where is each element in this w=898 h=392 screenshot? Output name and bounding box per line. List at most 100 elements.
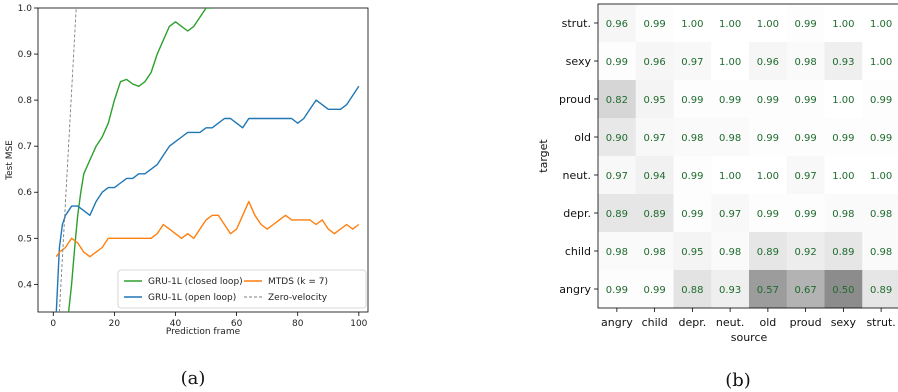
heatmap-cell-value: 0.97 <box>794 171 816 182</box>
heatmap-axis-ticks: strut. sexy proud old neut. depr. child angry an… <box>559 17 896 329</box>
heatmap-cell-value: 0.93 <box>719 285 741 296</box>
heatmap-cell-value: 0.98 <box>719 133 741 144</box>
heatmap-cell-value: 1.00 <box>719 171 741 182</box>
heatmap-cell <box>786 156 825 195</box>
heatmap-cell-value: 0.93 <box>832 57 854 68</box>
heatmap-cell-value: 0.99 <box>832 133 854 144</box>
line-chart-y-axis-label: Test MSE <box>5 140 15 181</box>
heatmap-cell <box>749 42 788 81</box>
heatmap-cell-value: 0.99 <box>870 133 892 144</box>
row-label: sexy <box>566 55 592 68</box>
row-label: neut. <box>562 169 591 182</box>
y-tick-label: 1.0 <box>18 4 33 14</box>
heatmap-cell <box>711 270 750 309</box>
x-tick-label: 20 <box>109 319 121 329</box>
heatmap-cell <box>711 194 750 233</box>
heatmap-cell <box>862 80 898 119</box>
heatmap-cell-value: 0.95 <box>681 247 703 258</box>
heatmap-cell <box>598 194 637 233</box>
heatmap-cell-value: 0.98 <box>719 247 741 258</box>
heatmap-cell-value: 0.99 <box>681 95 703 106</box>
heatmap-cell <box>824 270 863 309</box>
heatmap-cell <box>749 194 788 233</box>
heatmap-cell <box>824 118 863 157</box>
legend-label: Zero-velocity <box>268 293 328 303</box>
heatmap-cell-value: 0.99 <box>794 19 816 30</box>
heatmap-cell-value: 0.98 <box>606 247 628 258</box>
heatmap-cell-value: 0.99 <box>606 57 628 68</box>
heatmap-cell-value: 0.94 <box>643 171 665 182</box>
heatmap-cell <box>635 156 674 195</box>
heatmap-cell <box>635 270 674 309</box>
heatmap-cell <box>598 232 637 271</box>
heatmap-cell-value: 1.00 <box>832 19 854 30</box>
heatmap-cell <box>598 118 637 157</box>
heatmap-cell <box>635 194 674 233</box>
y-tick-label: 0.4 <box>18 280 33 290</box>
heatmap-cell <box>673 156 712 195</box>
line-chart-plot-area <box>37 7 369 313</box>
heatmap-cell-value: 0.99 <box>681 171 703 182</box>
heatmap-cell <box>786 118 825 157</box>
heatmap-cell-value: 0.99 <box>757 209 779 220</box>
heatmap-cell-value: 0.89 <box>606 209 628 220</box>
heatmap-cell-value: 0.96 <box>606 19 628 30</box>
column-label: proud <box>790 316 822 329</box>
heatmap-y-axis-label: target <box>537 139 550 173</box>
heatmap-cell <box>824 42 863 81</box>
line-chart-ticks: 0 20 40 60 80 100 0.4 0.5 0.6 0.7 0.8 0.9 1.0 <box>18 4 368 329</box>
heatmap-cell-value: 0.90 <box>606 133 628 144</box>
heatmap-cell-value: 0.99 <box>757 95 779 106</box>
heatmap-cell-value: 1.00 <box>870 57 892 68</box>
heatmap-x-axis-label: source <box>731 331 768 344</box>
heatmap-cell <box>749 80 788 119</box>
heatmap-cell-value: 0.89 <box>832 247 854 258</box>
line-chart-x-axis-label: Prediction frame <box>166 327 241 337</box>
heatmap-cell-value: 0.98 <box>870 247 892 258</box>
heatmap-cell <box>673 42 712 81</box>
heatmap-frame <box>597 3 898 309</box>
heatmap-cell-value: 1.00 <box>719 19 741 30</box>
heatmap-cell <box>824 232 863 271</box>
heatmap-cell <box>749 270 788 309</box>
heatmap-cell-value: 0.98 <box>681 133 703 144</box>
heatmap-cells: 0.96 0.99 1.00 1.00 1.00 0.99 1.00 1.00 0.99 0.96… <box>598 4 898 309</box>
heatmap-cell-value: 0.67 <box>794 285 816 296</box>
heatmap-cell <box>711 156 750 195</box>
heatmap-cell <box>673 194 712 233</box>
heatmap-cell-value: 0.82 <box>606 95 628 106</box>
x-tick-label: 60 <box>231 319 243 329</box>
heatmap-cell <box>749 118 788 157</box>
heatmap-cell <box>673 270 712 309</box>
legend-label: GRU-1L (closed loop) <box>148 277 243 287</box>
heatmap-cell <box>862 156 898 195</box>
line-chart-panel: 0 20 40 60 80 100 0.4 0.5 0.6 0.7 0.8 0.9 1.0 Predic… <box>5 4 369 389</box>
x-tick-label: 0 <box>50 319 56 329</box>
heatmap-cell <box>862 42 898 81</box>
heatmap-cell <box>598 270 637 309</box>
row-label: angry <box>559 283 591 296</box>
heatmap-cell <box>598 80 637 119</box>
x-tick-label: 80 <box>292 319 304 329</box>
heatmap-cell-value: 0.99 <box>794 209 816 220</box>
heatmap-cell <box>711 42 750 81</box>
heatmap-cell <box>862 232 898 271</box>
y-tick-label: 0.5 <box>18 234 32 244</box>
heatmap-cell <box>862 4 898 43</box>
row-label: depr. <box>563 207 591 220</box>
heatmap-cell-value: 0.88 <box>681 285 703 296</box>
heatmap-cell <box>786 42 825 81</box>
heatmap-cell <box>824 80 863 119</box>
heatmap-cell-value: 0.99 <box>870 95 892 106</box>
y-tick-label: 0.6 <box>18 188 33 198</box>
legend-label: GRU-1L (open loop) <box>148 293 236 303</box>
heatmap-cell-value: 0.89 <box>870 285 892 296</box>
heatmap-cell-value: 1.00 <box>832 95 854 106</box>
heatmap-cell <box>862 270 898 309</box>
heatmap-cell <box>673 4 712 43</box>
heatmap-cell-value: 0.95 <box>643 95 665 106</box>
column-label: child <box>642 316 668 329</box>
heatmap-cell <box>711 4 750 43</box>
heatmap-cell-value: 0.97 <box>681 57 703 68</box>
heatmap-cell-value: 0.98 <box>870 209 892 220</box>
